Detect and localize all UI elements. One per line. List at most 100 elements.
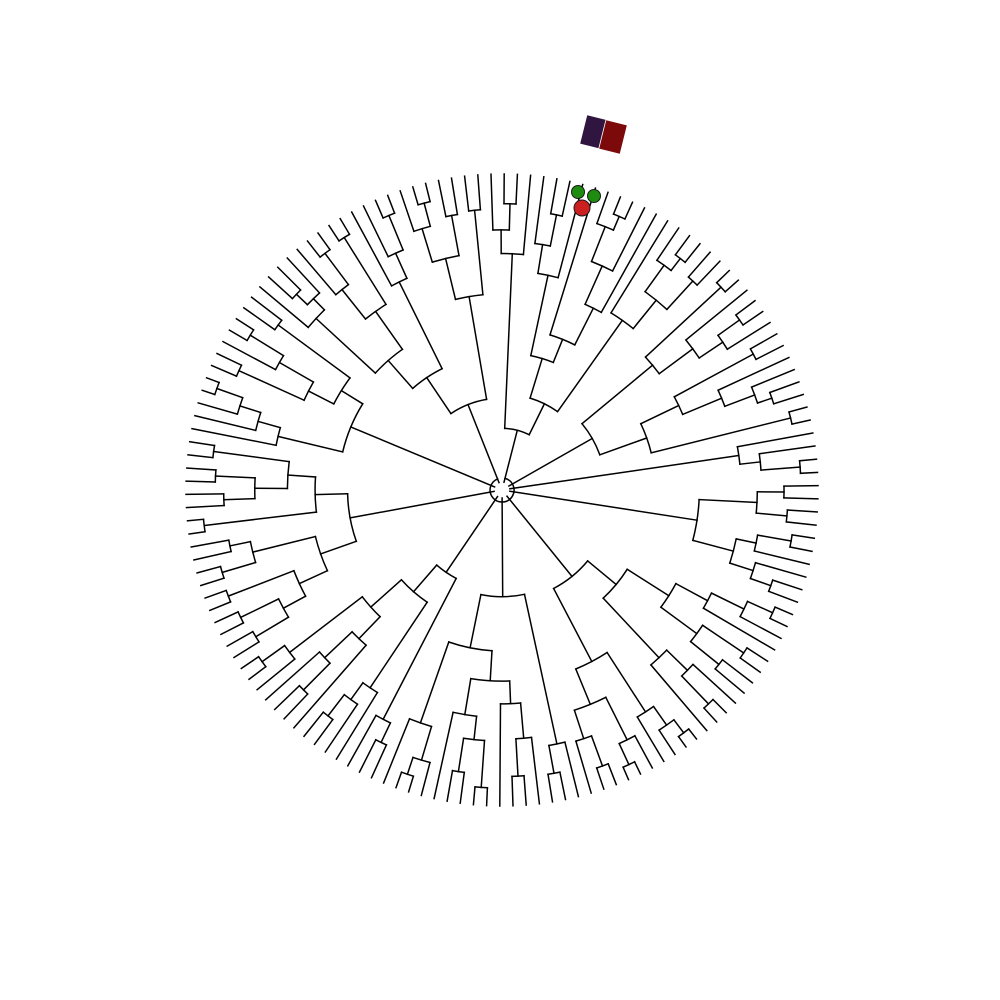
branch-radial-329	[185, 493, 225, 496]
branch-arc-30	[584, 303, 603, 314]
branch-radial-47	[644, 264, 666, 293]
branch-radial-355	[307, 389, 335, 405]
tip-markers	[571, 185, 601, 217]
branch-radial-234	[446, 769, 454, 803]
branch-radial-21	[549, 214, 558, 247]
branch-radial-161	[714, 667, 746, 695]
branch-radial-312	[229, 540, 252, 547]
branch-radial-274	[302, 662, 332, 691]
branch-radial-103	[758, 445, 816, 455]
branch-radial-12	[528, 402, 546, 436]
branch-arc-339	[341, 402, 364, 453]
branch-radial-90	[756, 397, 773, 404]
branch-radial-140	[626, 568, 670, 597]
branch-radial-376	[387, 359, 414, 390]
branch-radial-218	[515, 738, 519, 777]
branch-radial-44	[609, 219, 669, 314]
branch-radial-333	[186, 467, 217, 471]
tree-branches	[185, 173, 819, 807]
branch-radial-204	[563, 741, 580, 798]
branch-radial-266	[302, 711, 325, 738]
branch-radial-82	[749, 332, 778, 350]
branch-radial-337	[188, 440, 216, 447]
branch-radial-171	[649, 663, 708, 732]
branch-radial-388	[374, 310, 404, 351]
branch-radial-158	[689, 640, 720, 666]
branch-arc-32	[590, 260, 614, 273]
branch-radial-403	[350, 210, 393, 287]
branch-arc-137	[552, 559, 589, 590]
branch-radial-348	[197, 401, 239, 416]
branch-radial-225	[473, 715, 478, 741]
branch-radial-217	[530, 736, 541, 805]
branch-radial-180	[687, 727, 698, 741]
branch-radial-269	[357, 615, 382, 640]
branch-radial-124	[756, 534, 792, 542]
branch-radial-181	[677, 735, 688, 748]
branch-radial-406	[362, 204, 390, 258]
branch-radial-170	[702, 707, 718, 723]
branch-radial-120	[691, 539, 735, 553]
branch-radial-213	[508, 680, 512, 705]
branch-radial-188	[633, 734, 654, 770]
branch-radial-420	[411, 185, 420, 206]
branch-radial-136	[505, 495, 574, 578]
branch-radial-148	[774, 606, 794, 616]
branch-radial-353	[340, 389, 364, 405]
branch-radial-208	[547, 773, 554, 803]
branch-radial-157	[739, 656, 762, 674]
annotation-square-2	[598, 119, 628, 155]
branch-arc-111	[755, 491, 759, 514]
branch-radial-205	[548, 744, 555, 775]
branch-arc-299	[237, 610, 245, 624]
branch-radial-149	[769, 617, 788, 628]
branch-radial-114	[783, 484, 819, 487]
branch-radial-184	[574, 668, 592, 706]
branch-radial-100	[736, 432, 814, 448]
branch-radial-169	[711, 698, 728, 714]
branch-radial-172	[552, 587, 593, 663]
branch-arc-251	[374, 738, 388, 746]
branch-radial-69	[698, 341, 724, 360]
branch-radial-106	[798, 458, 818, 462]
branch-radial-68	[684, 289, 748, 342]
branch-radial-418	[423, 202, 432, 228]
branch-radial-385	[267, 275, 294, 300]
branch-radial-378	[315, 317, 377, 375]
branch-radial-302	[227, 569, 295, 598]
branch-radial-238	[420, 725, 433, 762]
branch-arc-51	[674, 253, 687, 264]
branch-radial-73	[734, 299, 757, 317]
branch-radial-49	[655, 226, 680, 262]
branch-radial-7	[508, 203, 511, 231]
branch-arc-268	[361, 595, 382, 618]
branch-radial-363	[221, 340, 277, 371]
branch-radial-392	[296, 248, 337, 296]
branch-radial-75	[726, 321, 772, 351]
branch-radial-318	[203, 511, 318, 527]
branch-radial-150	[739, 615, 783, 640]
branch-radial-252	[370, 743, 388, 779]
branch-arc-369	[273, 319, 283, 331]
tip-marker-2	[587, 189, 601, 203]
branch-arc-362	[274, 354, 285, 371]
branch-radial-71	[716, 318, 741, 337]
branch-radial-207	[559, 771, 567, 801]
branch-radial-336	[187, 453, 214, 459]
branch-radial-151	[702, 607, 776, 651]
branch-radial-343	[257, 420, 282, 429]
branch-radial-235	[433, 711, 454, 800]
branch-radial-301	[214, 610, 240, 624]
branch-arc-179	[677, 727, 690, 738]
branch-radial-50	[670, 257, 682, 272]
branch-radial-278	[264, 650, 321, 701]
branch-radial-330	[214, 475, 256, 479]
branch-radial-178	[672, 718, 685, 734]
branch-radial-186	[604, 696, 629, 741]
branch-radial-119	[785, 521, 817, 527]
branch-radial-349	[215, 387, 244, 399]
branch-arc-67	[684, 338, 701, 360]
branch-radial-6	[490, 173, 494, 231]
branch-radial-277	[273, 684, 301, 711]
